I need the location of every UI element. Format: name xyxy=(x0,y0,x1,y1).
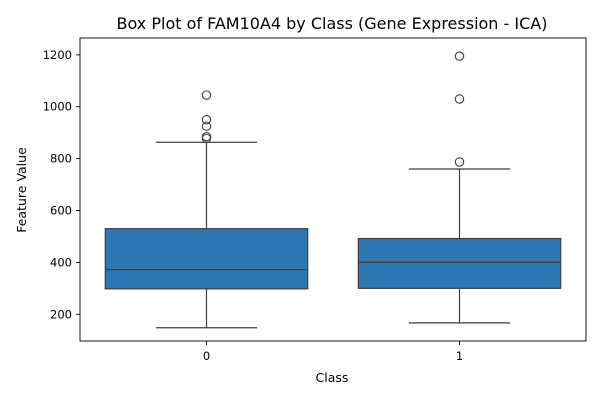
outlier-point xyxy=(454,51,465,61)
y-tick-label: 600 xyxy=(50,204,72,218)
x-tick-label: 0 xyxy=(203,349,210,363)
box-group-class-0 xyxy=(104,90,309,329)
plot-area: 200 400 600 800 1000 1200 0 1 xyxy=(43,37,587,363)
y-tick-label: 200 xyxy=(50,307,72,321)
y-tick-label: 400 xyxy=(50,255,72,269)
chart-title: Box Plot of FAM10A4 by Class (Gene Expre… xyxy=(117,14,548,33)
y-tick-label: 1000 xyxy=(43,100,72,114)
y-tick-label: 1200 xyxy=(43,48,72,62)
outlier-point xyxy=(201,131,212,142)
iqr-box xyxy=(357,237,562,289)
y-tick-label: 800 xyxy=(50,152,72,166)
x-axis-label: Class xyxy=(316,370,349,385)
iqr-box xyxy=(104,228,309,290)
outlier-point xyxy=(201,133,212,144)
y-axis-label: Feature Value xyxy=(14,147,29,233)
axes-frame xyxy=(79,37,587,342)
box-group-class-1 xyxy=(357,51,562,324)
outlier-point xyxy=(454,94,465,104)
outlier-point xyxy=(201,121,212,131)
outlier-point xyxy=(201,90,212,100)
x-tick-label: 1 xyxy=(456,349,463,363)
outlier-point xyxy=(454,157,465,167)
outlier-point xyxy=(201,114,212,125)
